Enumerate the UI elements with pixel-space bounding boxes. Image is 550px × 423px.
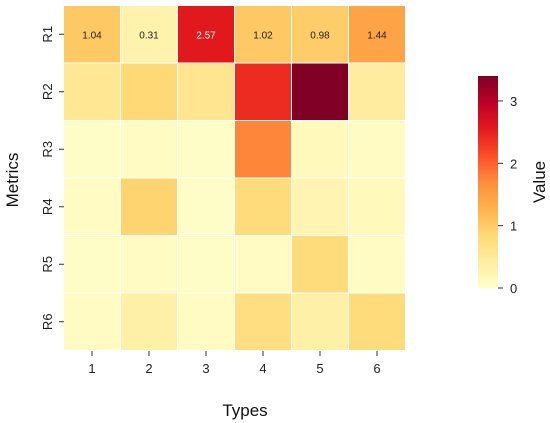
heatmap-cell-R2-2 [121,63,177,120]
x-tick-label: 3 [202,361,209,376]
heatmap-cell-R5-4 [235,236,291,293]
heatmap-cell-R4-5 [292,178,348,235]
heatmap-cell-R2-5 [292,63,348,120]
y-axis: R1 R2 R3 R4 R5 R6 [40,26,64,330]
heatmap-cell-R3-1 [64,121,120,178]
heatmap-cell-R5-6 [349,236,405,293]
heatmap-cell-R4-2 [121,178,177,235]
heatmap-cell-R3-6 [349,121,405,178]
heatmap-cell-R2-3 [178,63,234,120]
x-axis: 1 2 3 4 5 6 [88,351,381,376]
heatmap-cell-R1-4 [235,6,291,63]
y-tick-label: R6 [40,313,55,330]
heatmap-cell-R1-2 [121,6,177,63]
colorbar-tick-label: 1 [510,219,517,234]
colorbar-ticks: 0 1 2 3 [498,94,517,296]
heatmap-cell-R3-2 [121,121,177,178]
heatmap-cell-R6-1 [64,293,120,350]
x-tick-label: 4 [259,361,266,376]
heatmap-cell-R6-4 [235,293,291,350]
heatmap-cell-R2-1 [64,63,120,120]
heatmap-cell-R6-6 [349,293,405,350]
x-tick-label: 6 [373,361,380,376]
heatmap-cell-R3-3 [178,121,234,178]
colorbar-tick-label: 2 [510,156,517,171]
heatmap-cell-R5-1 [64,236,120,293]
heatmap-cell-R2-4 [235,63,291,120]
x-axis-label: Types [222,401,267,420]
colorbar-tick-label: 3 [510,94,517,109]
heatmap-cell-R1-5 [292,6,348,63]
cell-value-label: 1.44 [367,30,387,41]
x-tick-label: 1 [88,361,95,376]
heatmap-cell-R4-6 [349,178,405,235]
cell-value-label: 0.31 [139,30,159,41]
heatmap-cell-R5-2 [121,236,177,293]
heatmap-cell-R1-1 [64,6,120,63]
y-tick-label: R5 [40,256,55,273]
x-tick-label: 5 [316,361,323,376]
colorbar [478,76,498,288]
y-tick-label: R1 [40,26,55,43]
heatmap-cell-labels: 1.04 0.31 2.57 1.02 0.98 1.44 [82,30,387,41]
heatmap-cell-R2-6 [349,63,405,120]
heatmap-cell-R3-5 [292,121,348,178]
heatmap-cell-R1-3 [178,6,234,63]
heatmap-cell-R3-4 [235,121,291,178]
cell-value-label: 1.02 [253,30,273,41]
heatmap-cell-R5-3 [178,236,234,293]
heatmap-cell-R4-1 [64,178,120,235]
y-tick-label: R3 [40,141,55,158]
heatmap-cell-R6-3 [178,293,234,350]
cell-value-label: 2.57 [196,30,216,41]
cell-value-label: 0.98 [310,30,330,41]
cell-value-label: 1.04 [82,30,102,41]
y-tick-label: R2 [40,83,55,100]
y-tick-label: R4 [40,198,55,215]
heatmap-cell-R6-2 [121,293,177,350]
heatmap-cell-R6-5 [292,293,348,350]
heatmap-cell-R4-4 [235,178,291,235]
heatmap-cells [64,6,405,350]
heatmap-cell-R4-3 [178,178,234,235]
colorbar-tick-label: 0 [510,281,517,296]
heatmap-cell-R1-6 [349,6,405,63]
y-axis-label: Metrics [3,153,22,208]
heatmap-cell-R5-5 [292,236,348,293]
colorbar-label: Value [530,161,549,203]
x-tick-label: 2 [145,361,152,376]
